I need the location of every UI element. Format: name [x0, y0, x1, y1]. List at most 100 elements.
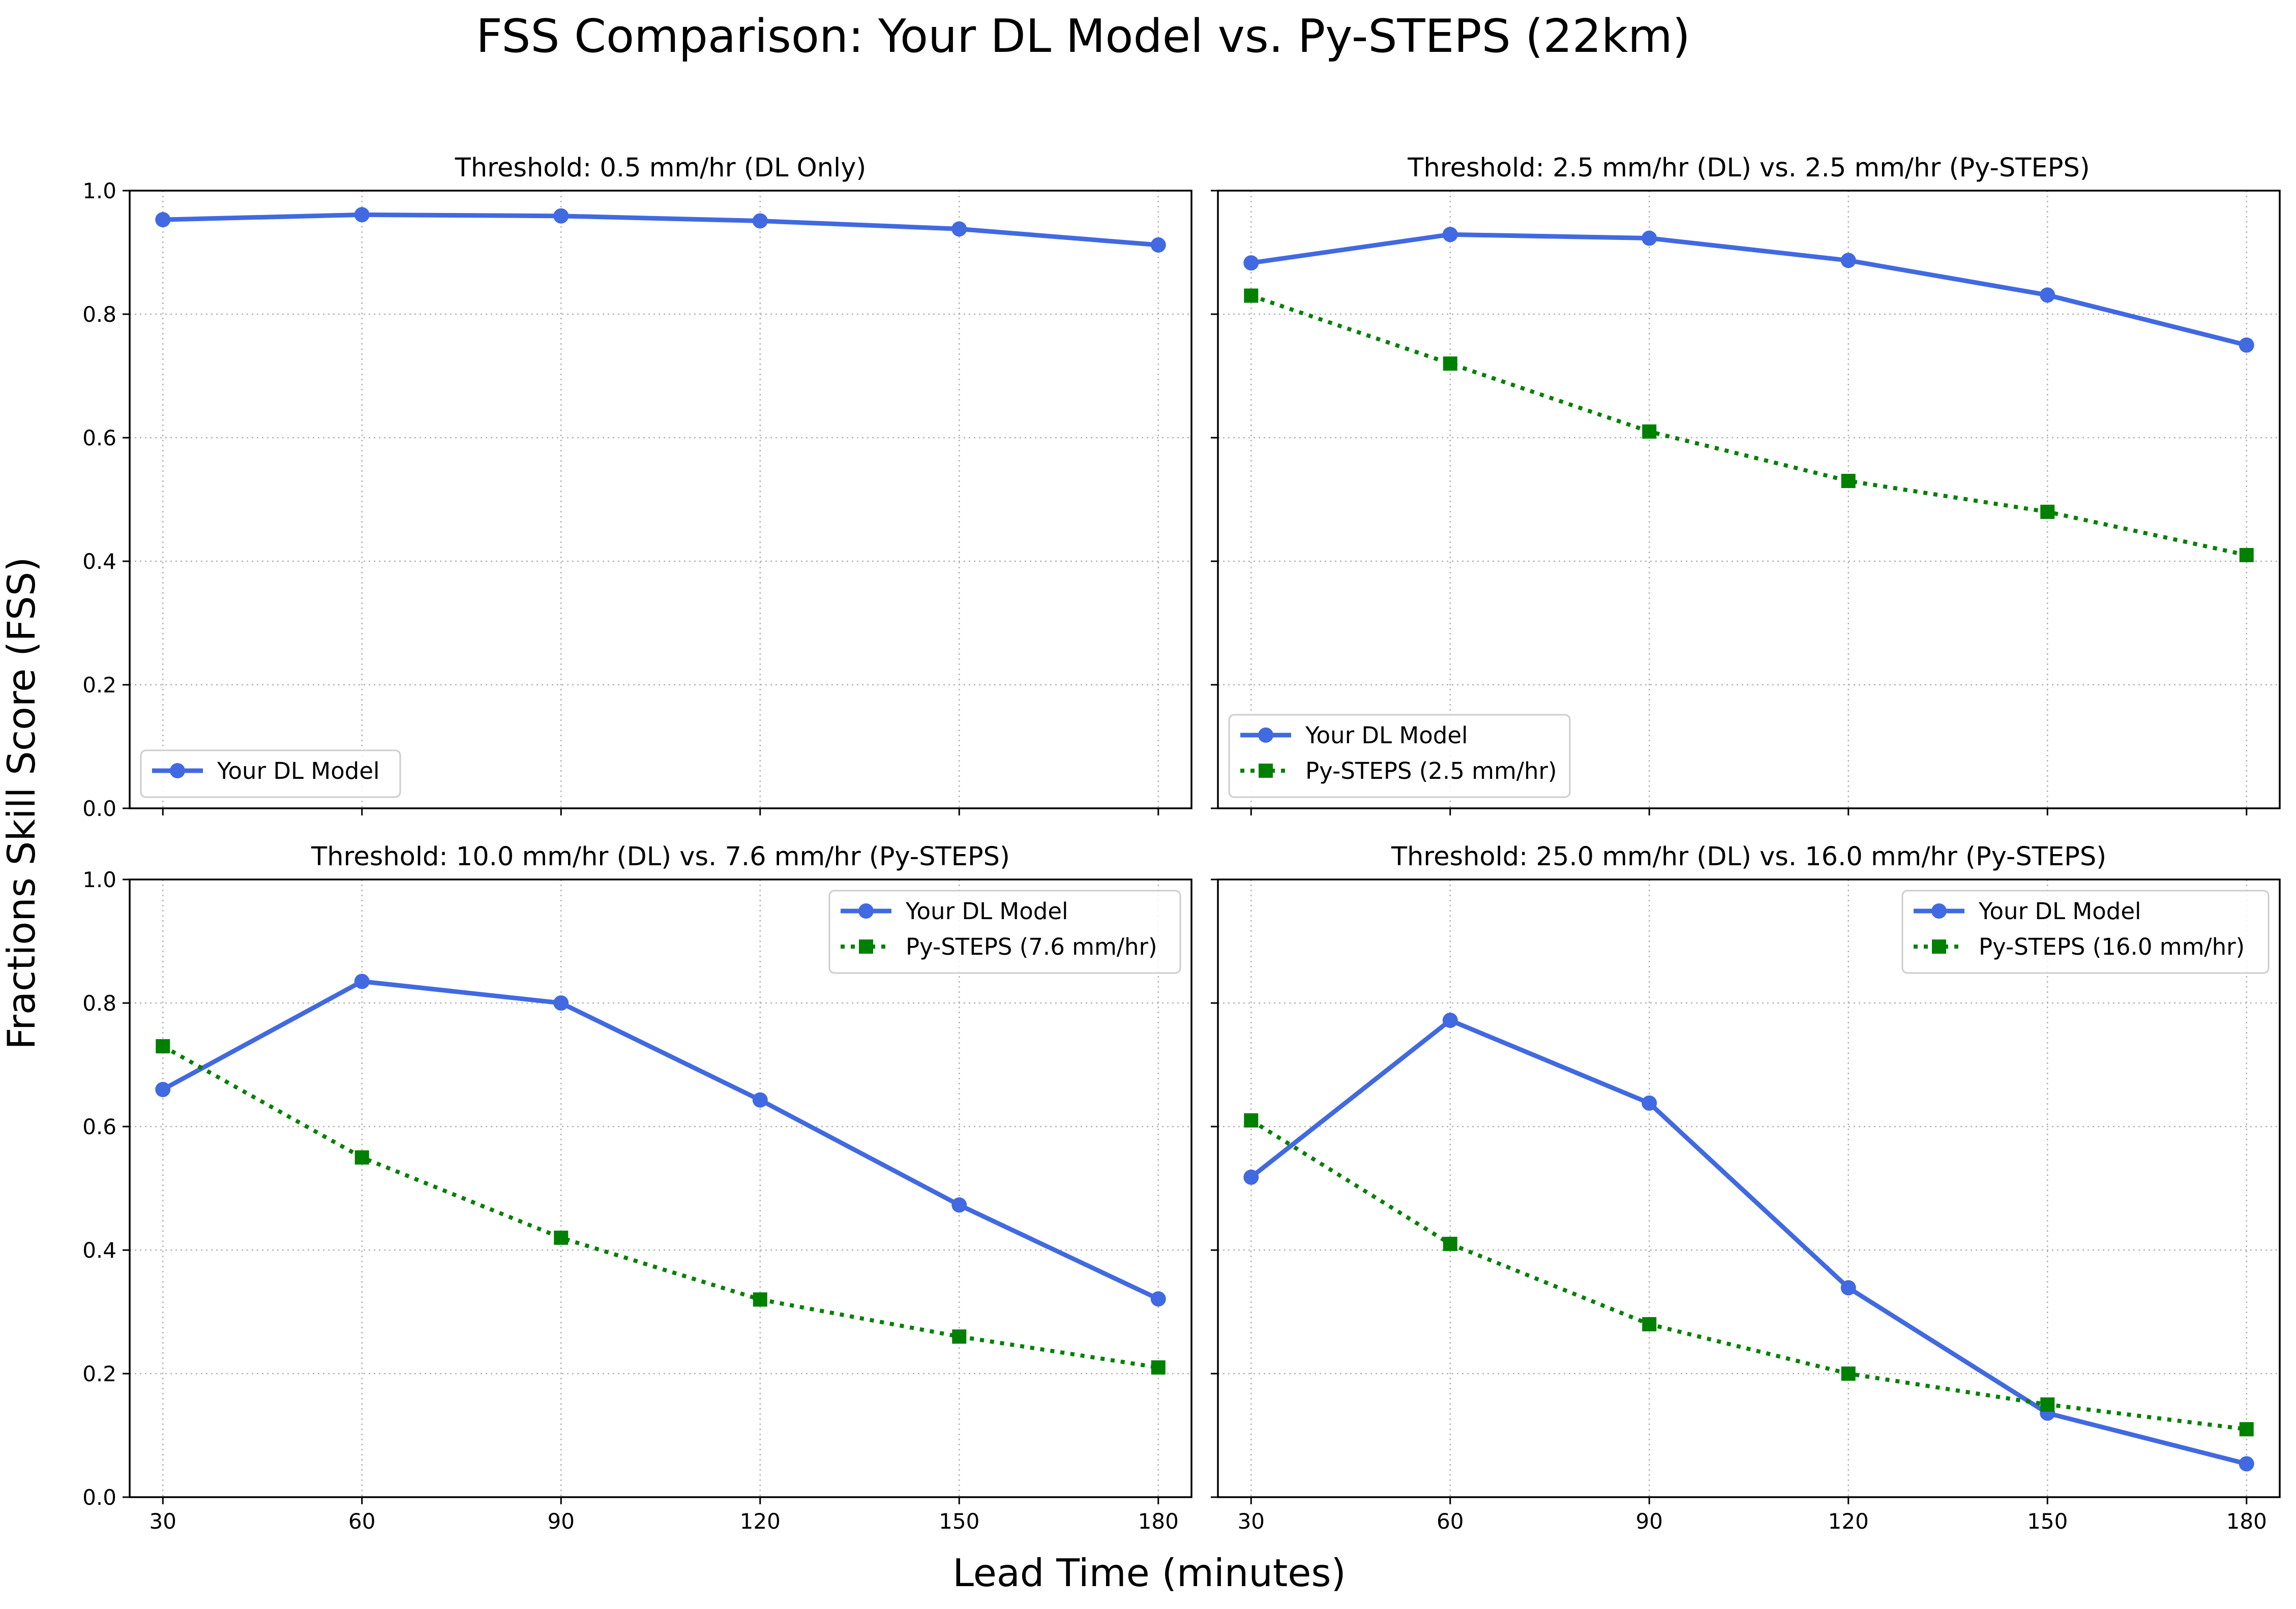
x-tick-label: 30: [150, 1509, 176, 1534]
legend-marker: [858, 903, 874, 919]
legend: Your DL Model Py-STEPS (16.0 mm/hr): [1901, 890, 2270, 974]
plot-frame: [129, 878, 1192, 1498]
figure-ylabel: Fractions Skill Score (FSS): [0, 557, 44, 1049]
legend-label: Py-STEPS (16.0 mm/hr): [1979, 933, 2245, 960]
y-tick-label: 1.0: [82, 867, 116, 892]
y-tick-label: 0.8: [82, 991, 116, 1016]
legend-box: [828, 890, 1181, 974]
subplot-title: Threshold: 10.0 mm/hr (DL) vs. 7.6 mm/hr…: [311, 842, 1010, 872]
dl-model-data-point: [354, 974, 370, 989]
x-tick-label: 180: [1138, 1509, 1179, 1534]
legend-box: [1228, 714, 1571, 798]
dl-model-data-point: [155, 1082, 171, 1098]
pysteps-data-point: [1244, 288, 1259, 303]
dl-model-data-point: [155, 212, 171, 228]
x-tick-label: 90: [1636, 1509, 1663, 1534]
pysteps-data-point: [2040, 1397, 2055, 1412]
dl-model-data-point: [951, 1197, 967, 1213]
dl-model-series-line: [1248, 232, 2249, 348]
y-tick-label: 1.0: [82, 178, 116, 203]
legend-marker: [1258, 727, 1273, 743]
legend-label: Py-STEPS (2.5 mm/hr): [1305, 757, 1557, 784]
pysteps-data-point: [2239, 548, 2254, 562]
y-tick-label: 0.6: [82, 1114, 116, 1139]
pysteps-data-point: [156, 1039, 170, 1054]
dl-model-data-point: [1243, 255, 1259, 271]
dl-model-data-point: [1840, 1280, 1856, 1296]
dl-model-series-line: [1248, 1018, 2249, 1466]
y-tick-label: 0.0: [82, 1485, 116, 1510]
pysteps-data-point: [1841, 1367, 1856, 1381]
x-tick-label: 60: [1437, 1509, 1464, 1534]
y-tick-label: 0.4: [82, 1238, 116, 1263]
dl-model-data-point: [1642, 230, 1657, 246]
pysteps-data-point: [1244, 1113, 1259, 1128]
dl-model-data-point: [752, 1092, 768, 1108]
dl-model-data-point: [752, 213, 768, 229]
legend-marker: [170, 763, 185, 778]
y-tick-label: 0.2: [82, 1361, 116, 1386]
y-tick-label: 0.8: [82, 302, 116, 327]
legend: Your DL Model: [140, 749, 401, 798]
legend-box: [1901, 890, 2270, 974]
pysteps-data-point: [1642, 424, 1657, 439]
dl-model-data-point: [1442, 227, 1458, 242]
plot-frame: [129, 190, 1192, 809]
x-tick-label: 150: [939, 1509, 979, 1534]
x-tick-label: 30: [1238, 1509, 1265, 1534]
subplot-2: Threshold: 2.5 mm/hr (DL) vs. 2.5 mm/hr …: [1211, 153, 2281, 815]
dl-model-data-point: [2239, 337, 2254, 353]
dl-model-data-point: [1642, 1095, 1657, 1111]
legend: Your DL Model Py-STEPS (7.6 mm/hr): [828, 890, 1181, 974]
dl-model-data-point: [1243, 1169, 1259, 1185]
pysteps-data-point: [554, 1230, 569, 1245]
subplot-4: 30 60 90 120 150 180 Threshold: 25.0 mm/hr (DL…: [1211, 842, 2281, 1534]
pysteps-data-point: [354, 1150, 369, 1165]
x-tick-label: 180: [2226, 1509, 2267, 1534]
dl-model-data-point: [553, 208, 569, 224]
legend-marker: [1259, 764, 1273, 778]
x-tick-label: 120: [740, 1509, 781, 1534]
pysteps-data-point: [1443, 1236, 1457, 1251]
pysteps-data-point: [1443, 356, 1457, 371]
pysteps-data-point: [952, 1329, 967, 1344]
legend-marker: [1932, 939, 1946, 954]
subplot-title: Threshold: 0.5 mm/hr (DL Only): [455, 153, 867, 183]
subplot-3: 30 60 90 120 150 180 0.0 0.2 0.4 0.6 0.8 1.0 Thresho…: [82, 842, 1192, 1534]
figure-xlabel: Lead Time (minutes): [952, 1551, 1346, 1595]
plot-frame: [1217, 190, 2281, 809]
dl-model-data-point: [951, 221, 967, 237]
plot-frame: [1217, 878, 2281, 1498]
pysteps-data-point: [1151, 1360, 1166, 1375]
x-tick-label: 150: [2027, 1509, 2068, 1534]
dl-model-data-point: [1150, 1291, 1166, 1307]
dl-model-data-point: [2239, 1456, 2254, 1472]
y-tick-label: 0.0: [82, 796, 116, 821]
pysteps-data-point: [753, 1292, 767, 1307]
pysteps-data-point: [2040, 504, 2055, 519]
y-tick-label: 0.6: [82, 426, 116, 450]
dl-model-data-point: [1442, 1013, 1458, 1028]
pysteps-data-point: [1841, 474, 1856, 489]
x-tick-label: 60: [348, 1509, 375, 1534]
dl-model-series-line: [160, 979, 1161, 1301]
legend-marker: [1931, 903, 1947, 919]
y-tick-label: 0.2: [82, 673, 116, 697]
pysteps-data-point: [2239, 1422, 2254, 1437]
dl-model-series-line: [160, 212, 1161, 248]
subplot-title: Threshold: 25.0 mm/hr (DL) vs. 16.0 mm/h…: [1391, 842, 2106, 872]
legend-label: Your DL Model: [1305, 722, 1468, 749]
legend-box: [140, 749, 401, 798]
pysteps-series-line: [162, 1044, 1159, 1370]
dl-model-data-point: [553, 995, 569, 1011]
pysteps-data-point: [1642, 1317, 1657, 1331]
subplot-1: 0.0 0.2 0.4 0.6 0.8 1.0 Threshold: 0.5 mm/hr (…: [82, 153, 1192, 821]
x-tick-label: 90: [548, 1509, 575, 1534]
dl-model-data-point: [1150, 237, 1166, 253]
pysteps-series-line: [1250, 1118, 2247, 1432]
x-tick-label: 120: [1828, 1509, 1869, 1534]
subplot-title: Threshold: 2.5 mm/hr (DL) vs. 2.5 mm/hr …: [1407, 153, 2090, 183]
dl-model-data-point: [2040, 287, 2055, 303]
legend: Your DL Model Py-STEPS (2.5 mm/hr): [1228, 714, 1571, 798]
